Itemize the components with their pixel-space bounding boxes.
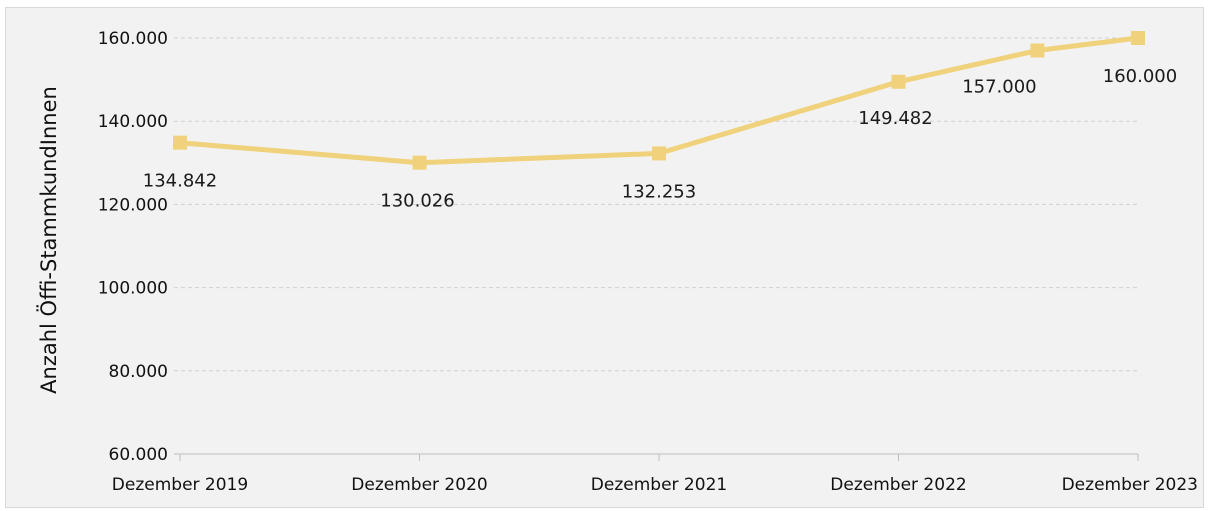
y-tick-label: 120.000 [98, 195, 168, 215]
data-point-marker [891, 74, 906, 89]
data-point-marker [412, 155, 427, 170]
x-tick-label: Dezember 2020 [351, 475, 487, 495]
x-tick-label: Dezember 2023 [1062, 475, 1198, 495]
data-label: 132.253 [622, 181, 696, 202]
x-tick-label: Dezember 2021 [591, 475, 727, 495]
data-point-marker [1131, 31, 1145, 45]
data-point-marker [652, 146, 666, 161]
x-tick-label: Dezember 2019 [112, 475, 248, 495]
y-tick-label: 80.000 [109, 362, 168, 382]
y-tick-label: 140.000 [98, 112, 168, 132]
x-axis-tick-labels: Dezember 2019 Dezember 2020 Dezember 2021 D… [112, 475, 1198, 495]
x-axis-ticks [179, 454, 1139, 461]
series-line [179, 35, 1139, 166]
data-label: 149.482 [858, 108, 932, 129]
data-label: 130.026 [380, 191, 454, 212]
data-label: 134.842 [143, 171, 217, 192]
data-label: 160.000 [1103, 66, 1177, 87]
data-point-marker [173, 135, 187, 150]
y-tick-label: 60.000 [109, 445, 168, 465]
y-axis-tick-labels: 60.000 80.000 100.000 120.000 140.000 160.000 [98, 29, 168, 465]
data-labels: 134.842 130.026 132.253 149.482 157.000 160.0… [143, 66, 1177, 212]
series-markers [173, 31, 1145, 170]
data-point-marker [1030, 43, 1045, 58]
x-tick-label: Dezember 2022 [830, 475, 966, 495]
chart-background [5, 7, 1204, 508]
data-label: 157.000 [962, 76, 1036, 97]
y-tick-label: 160.000 [98, 29, 168, 49]
y-axis-title: Anzahl Öffi-StammkundInnen [36, 86, 61, 394]
y-tick-label: 100.000 [98, 279, 168, 299]
